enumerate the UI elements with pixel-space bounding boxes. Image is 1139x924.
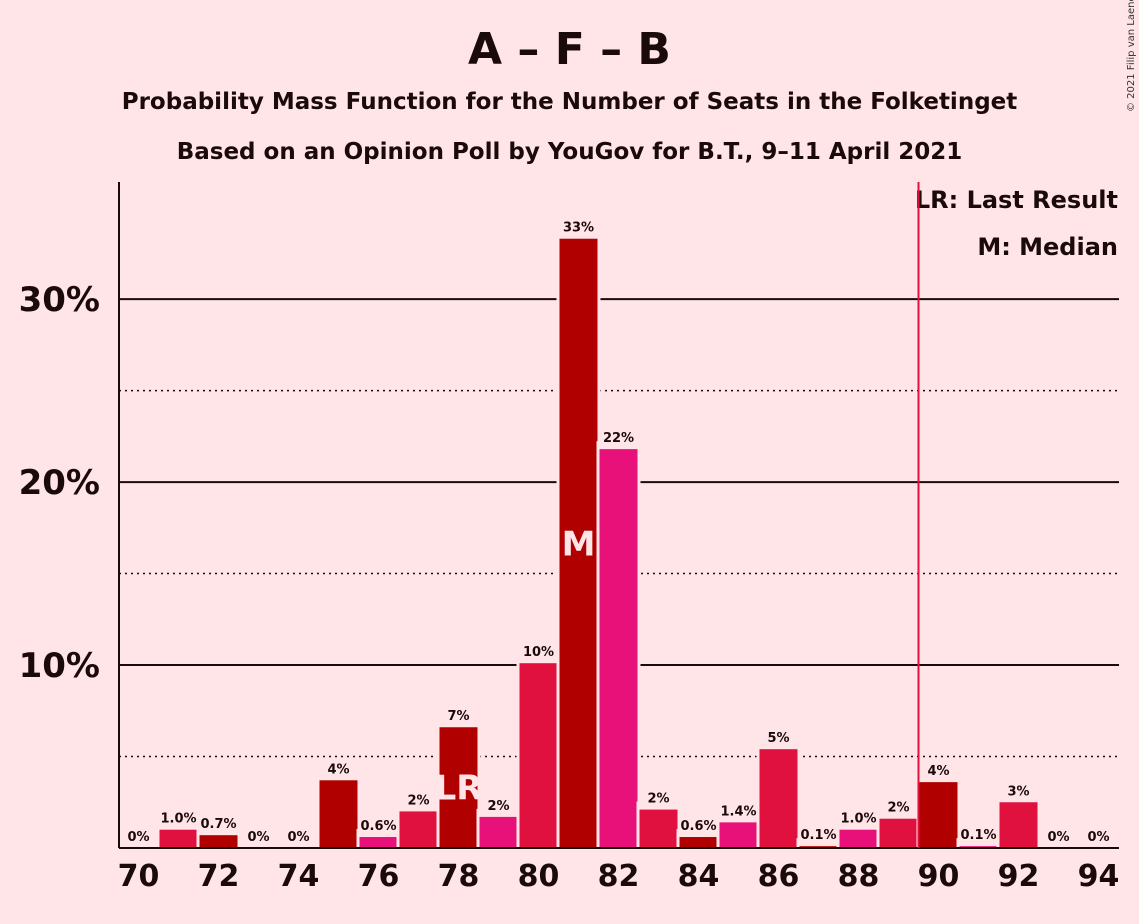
x-tick-label-82: 82 bbox=[598, 859, 640, 894]
bar-80 bbox=[519, 663, 558, 848]
legend-last-result: LR: Last Result bbox=[914, 186, 1118, 214]
data-label-83: 2% bbox=[647, 792, 669, 807]
y-tick-label-20: 20% bbox=[19, 463, 100, 503]
bar-markers: LR M bbox=[435, 524, 596, 808]
y-tick-label-30: 30% bbox=[19, 280, 100, 320]
axes bbox=[118, 182, 1119, 849]
data-label-78: 7% bbox=[447, 709, 469, 724]
x-tick-label-76: 76 bbox=[358, 859, 400, 894]
data-label-91: 0.1% bbox=[960, 828, 996, 843]
data-label-74: 0% bbox=[287, 830, 309, 845]
bar-76 bbox=[359, 837, 398, 848]
x-axis-ticks: 70 72 74 76 78 80 82 84 86 88 90 92 94 bbox=[118, 859, 1120, 894]
bar-background-91 bbox=[956, 838, 1001, 848]
x-tick-label-74: 74 bbox=[278, 859, 320, 894]
x-tick-label-90: 90 bbox=[918, 859, 960, 894]
bar-90 bbox=[919, 782, 958, 848]
data-label-79: 2% bbox=[487, 799, 509, 814]
x-tick-label-94: 94 bbox=[1078, 859, 1120, 894]
x-tick-label-80: 80 bbox=[518, 859, 560, 894]
bar-71 bbox=[159, 829, 198, 848]
bar-78 bbox=[439, 727, 478, 848]
y-tick-label-10: 10% bbox=[19, 646, 100, 686]
chart-subtitle-source: Based on an Opinion Poll by YouGov for B… bbox=[176, 139, 963, 165]
x-tick-label-72: 72 bbox=[198, 859, 240, 894]
data-label-86: 5% bbox=[767, 731, 789, 746]
data-label-90: 4% bbox=[927, 764, 949, 779]
data-label-89: 2% bbox=[887, 801, 909, 816]
x-tick-label-84: 84 bbox=[678, 859, 720, 894]
data-label-77: 2% bbox=[407, 793, 429, 808]
data-label-94: 0% bbox=[1087, 830, 1109, 845]
data-label-81: 33% bbox=[563, 221, 594, 236]
data-label-84: 0.6% bbox=[680, 819, 716, 834]
y-axis-ticks: 10% 20% 30% bbox=[19, 280, 100, 686]
bar-89 bbox=[879, 818, 918, 848]
data-label-73: 0% bbox=[247, 830, 269, 845]
data-label-87: 0.1% bbox=[800, 828, 836, 843]
bar-82 bbox=[599, 449, 638, 848]
bar-92 bbox=[999, 802, 1038, 848]
data-label-76: 0.6% bbox=[360, 819, 396, 834]
x-tick-label-70: 70 bbox=[118, 859, 160, 894]
data-label-88: 1.0% bbox=[840, 812, 876, 827]
bar-85 bbox=[719, 822, 758, 848]
chart-subtitle: Probability Mass Function for the Number… bbox=[121, 89, 1018, 115]
data-label-71: 1.0% bbox=[160, 812, 196, 827]
x-tick-label-88: 88 bbox=[838, 859, 880, 894]
bar-84 bbox=[679, 837, 718, 848]
data-labels: 0% 1.0% 0.7% 0% 0% 4% 0.6% 2% 7% 2% 10% 33% 22% 2% 0.6… bbox=[127, 221, 1109, 845]
chart-title: A – F – B bbox=[468, 24, 671, 75]
data-label-82: 22% bbox=[603, 431, 634, 446]
bars bbox=[156, 230, 1041, 848]
data-label-70: 0% bbox=[127, 830, 149, 845]
bar-79 bbox=[479, 816, 518, 848]
data-label-80: 10% bbox=[523, 645, 554, 660]
x-tick-label-86: 86 bbox=[758, 859, 800, 894]
legend-median: M: Median bbox=[977, 233, 1118, 261]
x-tick-label-78: 78 bbox=[438, 859, 480, 894]
bar-88 bbox=[839, 829, 878, 848]
data-label-75: 4% bbox=[327, 762, 349, 777]
bar-81 bbox=[559, 238, 598, 848]
data-label-85: 1.4% bbox=[720, 804, 756, 819]
bar-75 bbox=[319, 780, 358, 848]
data-label-72: 0.7% bbox=[200, 817, 236, 832]
bar-86 bbox=[759, 749, 798, 848]
x-tick-label-92: 92 bbox=[998, 859, 1040, 894]
data-label-92: 3% bbox=[1007, 784, 1029, 799]
bar-72 bbox=[199, 835, 238, 848]
bar-77 bbox=[399, 811, 438, 848]
data-label-93: 0% bbox=[1047, 830, 1069, 845]
median-marker: M bbox=[562, 524, 596, 564]
last-result-marker: LR bbox=[435, 769, 483, 809]
bar-83 bbox=[639, 809, 678, 848]
bar-background-87 bbox=[796, 838, 841, 848]
